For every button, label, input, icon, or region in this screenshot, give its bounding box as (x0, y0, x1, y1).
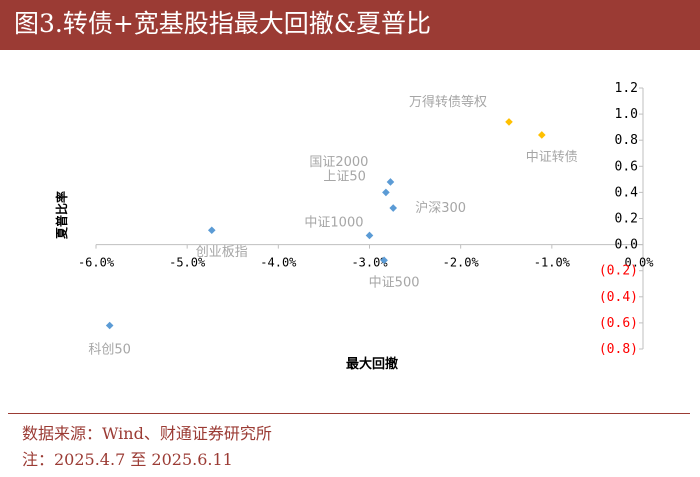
x-tick-label: 0.0% (625, 256, 655, 270)
data-point (389, 204, 398, 212)
data-point-label: 创业板指 (196, 245, 248, 260)
data-point (105, 321, 114, 330)
data-point-label: 上证50 (323, 169, 366, 184)
x-tick-label: -2.0% (443, 256, 480, 270)
x-tick-label: -5.0% (169, 256, 206, 270)
chart-title: 图3.转债+宽基股指最大回撤&夏普比 (14, 9, 432, 38)
data-point (382, 188, 390, 197)
y-tick-label: 1.2 (615, 81, 638, 96)
data-point (538, 131, 546, 139)
x-tick-label: -4.0% (260, 256, 297, 270)
data-point-label: 科创50 (88, 343, 131, 358)
data-point (380, 256, 388, 265)
data-point (505, 118, 513, 126)
x-axis-title: 最大回撤 (346, 356, 398, 372)
data-point (207, 226, 216, 235)
x-tick-label: -3.0% (351, 256, 388, 270)
y-tick-label: (0.8) (599, 342, 638, 357)
y-tick-label: 0.4 (615, 185, 639, 200)
title-bar: 图3.转债+宽基股指最大回撤&夏普比 (0, 0, 700, 50)
y-axis-title: 夏普比率 (54, 191, 69, 239)
data-point-label: 中证1000 (304, 215, 363, 230)
y-tick-label: (0.4) (599, 290, 638, 305)
footer-divider (8, 413, 690, 414)
x-tick-label: -6.0% (78, 256, 115, 270)
data-point (386, 178, 395, 186)
x-tick-label: -1.0% (534, 256, 571, 270)
y-tick-label: 0.6 (615, 159, 638, 174)
chart-axes: -6.0% -5.0% -4.0% -3.0% -2.0% -1.0% 0.0% 1.2 1.0… (78, 81, 654, 357)
y-tick-label: 0.8 (615, 133, 638, 148)
data-point-label: 中证500 (369, 275, 420, 290)
y-tick-label: (0.6) (599, 316, 638, 331)
data-point-label: 沪深300 (415, 200, 466, 216)
y-tick-label: 0.0 (615, 238, 638, 253)
data-point-label: 中证转债 (526, 150, 578, 165)
y-tick-label: (0.2) (599, 264, 638, 279)
y-tick-label: 0.2 (615, 212, 638, 227)
data-point (365, 231, 374, 240)
date-range-note: 注：2025.4.7 至 2025.6.11 (22, 450, 233, 469)
data-point-label: 万得转债等权 (409, 94, 487, 110)
y-tick-label: 1.0 (615, 107, 638, 122)
data-source: 数据来源：Wind、财通证券研究所 (22, 424, 272, 443)
data-point-label: 国证2000 (309, 155, 368, 170)
